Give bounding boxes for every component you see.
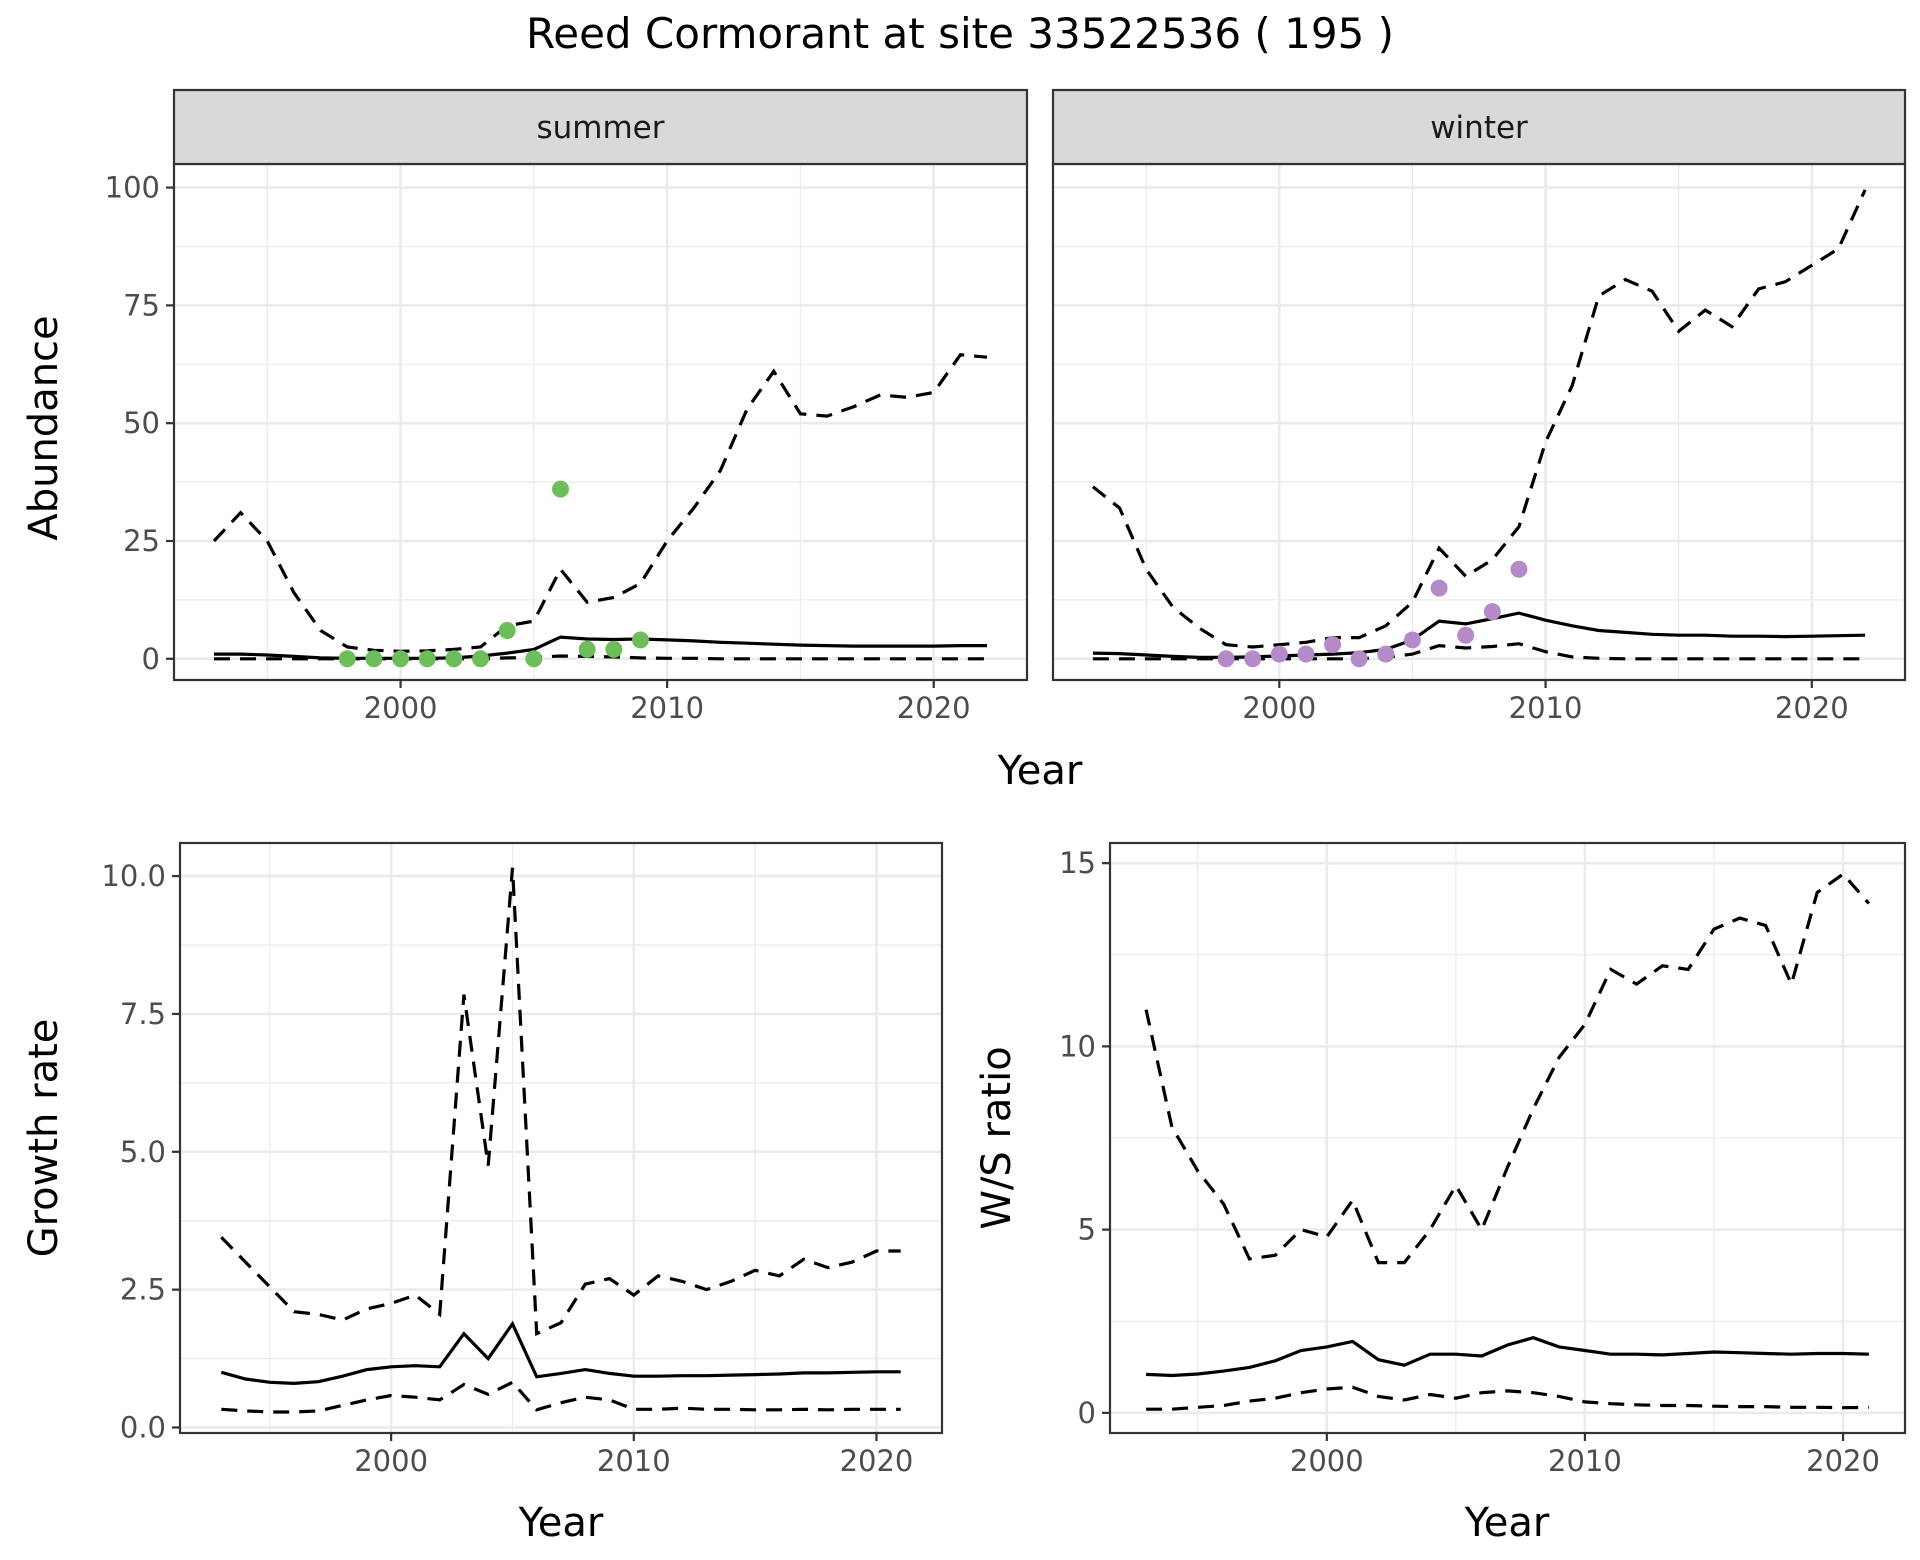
ws-ratio-x-tick-label: 2020 <box>1806 1444 1880 1478</box>
abundance-summer-observed-point <box>552 480 570 498</box>
growth-rate-x-tick-label: 2000 <box>354 1444 428 1478</box>
growth-rate-upper-ci-line <box>220 867 901 1337</box>
ws-ratio-panel-border <box>1108 841 1907 1435</box>
plot-title: Reed Cormorant at site 33522536 ( 195 ) <box>526 9 1394 58</box>
abundance-summer-strip <box>172 88 1029 166</box>
growth-rate-mean-line <box>220 1320 901 1386</box>
growth-rate-x-tick-label: 2010 <box>597 1444 671 1478</box>
abundance-summer-y-axis-title: Abundance <box>21 315 67 540</box>
abundance-summer-y-tick-label: 75 <box>123 288 160 322</box>
abundance-winter-panel: winter 2000 2010 2020 Year <box>997 88 1907 794</box>
growth-rate-y-tick-label: 5.0 <box>120 1135 166 1169</box>
ws-ratio-y-tick-label: 15 <box>1059 846 1096 880</box>
abundance-summer-observed-point <box>525 650 543 668</box>
ws-ratio-upper-ci-line <box>1144 871 1871 1265</box>
growth-rate-x-tick-label: 2020 <box>840 1444 914 1478</box>
abundance-winter-x-tick-label: 2010 <box>1509 691 1583 725</box>
abundance-winter-observed-point <box>1217 650 1235 668</box>
abundance-summer-mean-line <box>214 635 987 660</box>
abundance-summer-observed-point <box>631 631 649 649</box>
abundance-summer-observed-point <box>445 650 463 668</box>
abundance-winter-observed-point <box>1457 626 1475 644</box>
growth-rate-y-tick-label: 10.0 <box>101 859 166 893</box>
abundance-summer-y-tick-label: 100 <box>105 171 160 205</box>
ws-ratio-x-tick-label: 2000 <box>1290 1444 1364 1478</box>
abundance-winter-observed-point <box>1483 603 1501 621</box>
abundance-summer-observed-point <box>472 650 490 668</box>
growth-rate-y-tick-label: 2.5 <box>120 1273 166 1307</box>
ws-ratio-y-axis-title: W/S ratio <box>974 1046 1020 1229</box>
growth-rate-panel: 2000 2010 2020 0.0 2.5 5.0 7.5 10.0 Year Growth r… <box>21 841 944 1546</box>
abundance-summer-observed-point <box>605 640 623 658</box>
growth-rate-y-axis-title: Growth rate <box>21 1019 67 1258</box>
abundance-summer-observed-point <box>578 640 596 658</box>
abundance-winter-upper-ci-line <box>1091 189 1867 649</box>
abundance-winter-strip <box>1051 88 1907 166</box>
abundance-summer-observed-point <box>338 650 356 668</box>
ws-ratio-y-tick-label: 5 <box>1078 1213 1096 1247</box>
abundance-winter-x-tick-label: 2000 <box>1242 691 1316 725</box>
abundance-winter-observed-point <box>1377 645 1395 663</box>
abundance-summer-observed-point <box>365 650 383 668</box>
growth-rate-x-axis-title: Year <box>518 1500 604 1546</box>
abundance-winter-observed-point <box>1270 645 1288 663</box>
abundance-summer-x-tick-label: 2000 <box>364 691 438 725</box>
ws-ratio-x-axis-title: Year <box>1464 1500 1550 1546</box>
ws-ratio-panel: 2000 2010 2020 0 5 10 15 Year W/S ratio <box>974 841 1907 1546</box>
abundance-winter-x-axis-title: Year <box>997 748 1083 794</box>
ws-ratio-y-tick-label: 0 <box>1078 1396 1096 1430</box>
abundance-winter-observed-point <box>1244 650 1262 668</box>
ws-ratio-mean-line <box>1146 1336 1869 1378</box>
ws-ratio-y-tick-label: 10 <box>1059 1029 1096 1063</box>
abundance-summer-x-tick-label: 2010 <box>630 691 704 725</box>
abundance-summer-upper-ci-line <box>212 353 988 653</box>
abundance-winter-observed-point <box>1403 631 1421 649</box>
abundance-winter-x-tick-label: 2020 <box>1775 691 1849 725</box>
abundance-summer-strip-label: summer <box>536 110 664 146</box>
abundance-summer-y-tick-label: 25 <box>123 524 160 558</box>
abundance-winter-strip-label: winter <box>1430 110 1528 146</box>
abundance-summer-y-tick-label: 50 <box>123 406 160 440</box>
growth-rate-y-tick-label: 0.0 <box>120 1410 166 1444</box>
growth-rate-y-tick-label: 7.5 <box>120 997 166 1031</box>
abundance-winter-observed-point <box>1350 650 1368 668</box>
abundance-winter-observed-point <box>1430 579 1448 597</box>
abundance-summer-panel: summer 2000 2010 2020 0 25 50 75 100 Abundance <box>21 88 1029 725</box>
abundance-winter-observed-point <box>1297 645 1315 663</box>
abundance-summer-y-tick-label: 0 <box>142 642 160 676</box>
ws-ratio-x-tick-label: 2010 <box>1548 1444 1622 1478</box>
abundance-summer-observed-point <box>392 650 410 668</box>
abundance-winter-observed-point <box>1510 560 1528 578</box>
abundance-summer-observed-point <box>498 622 516 640</box>
abundance-summer-observed-point <box>418 650 436 668</box>
growth-rate-lower-ci-line <box>221 1380 901 1414</box>
abundance-winter-observed-point <box>1324 636 1342 654</box>
ws-ratio-lower-ci-line <box>1146 1385 1869 1411</box>
growth-rate-panel-border <box>178 841 944 1435</box>
abundance-summer-x-tick-label: 2020 <box>897 691 971 725</box>
